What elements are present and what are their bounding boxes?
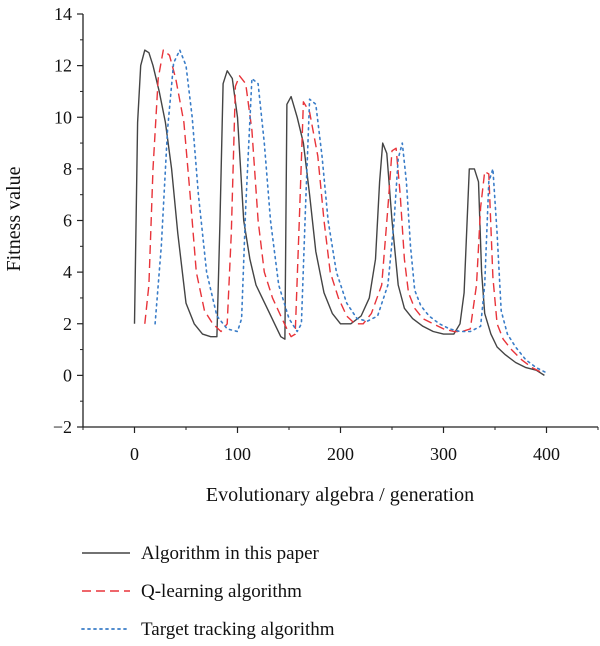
y-tick-label: 2	[63, 314, 72, 334]
legend-label: Algorithm in this paper	[141, 543, 320, 564]
y-tick-label: 8	[63, 159, 72, 179]
x-tick-label: 100	[224, 444, 251, 464]
series-line-1	[133, 49, 545, 376]
x-tick-label: 300	[430, 444, 457, 464]
y-tick-label: 4	[63, 262, 72, 282]
y-tick-label: 12	[54, 56, 72, 76]
y-axis-title: Fitness value	[3, 166, 25, 271]
y-tick-label: 14	[54, 4, 72, 24]
legend-label: Q-learning algorithm	[141, 581, 302, 602]
axes: −2 0 2 4 6 8 10 12 14 0 100 200 300 400	[53, 4, 599, 464]
y-tick-label: 0	[63, 365, 72, 385]
y-tick-label: 10	[54, 107, 72, 127]
x-tick-label: 0	[130, 444, 139, 464]
legend: Algorithm in this paper Q-learning algori…	[81, 543, 335, 640]
y-tick-label: 6	[63, 211, 72, 231]
legend-label: Target tracking algorithm	[141, 619, 335, 640]
y-tick-label: −2	[53, 417, 72, 437]
x-axis-title: Evolutionary algebra / generation	[206, 484, 474, 506]
x-tick-label: 200	[327, 444, 354, 464]
series-line-2	[144, 49, 543, 374]
series-line-3	[154, 49, 548, 374]
series-layer	[133, 49, 548, 376]
x-tick-label: 400	[533, 444, 560, 464]
